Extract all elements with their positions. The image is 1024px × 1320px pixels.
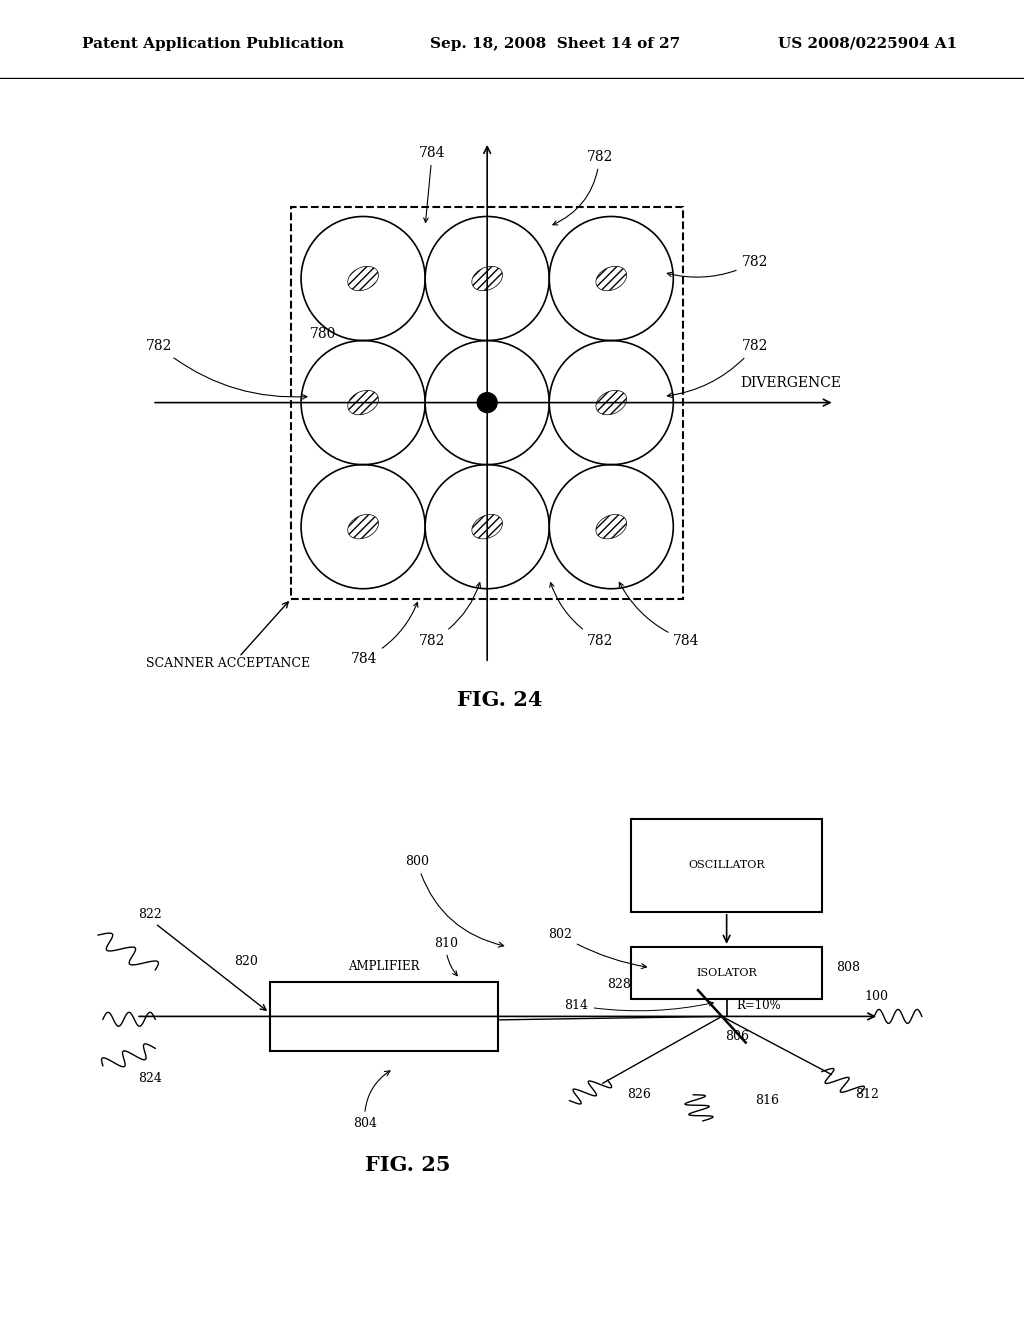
Text: 782: 782 (668, 339, 768, 397)
Text: 816: 816 (756, 1094, 779, 1107)
Text: SCANNER ACCEPTANCE: SCANNER ACCEPTANCE (146, 656, 310, 669)
Text: 810: 810 (434, 937, 458, 975)
Text: US 2008/0225904 A1: US 2008/0225904 A1 (778, 37, 957, 50)
Text: 824: 824 (138, 1072, 163, 1085)
Bar (269, 982, 498, 1051)
Text: 782: 782 (550, 582, 612, 648)
Bar (632, 946, 822, 999)
Text: OSCILLATOR: OSCILLATOR (688, 861, 765, 870)
Text: 784: 784 (620, 582, 699, 648)
Text: 814: 814 (564, 999, 714, 1012)
Text: 782: 782 (419, 582, 480, 648)
Text: DIVERGENCE: DIVERGENCE (739, 376, 841, 391)
Text: 804: 804 (352, 1071, 390, 1130)
Text: R=10%: R=10% (736, 999, 781, 1012)
Text: 784: 784 (350, 602, 418, 667)
Text: FIG. 25: FIG. 25 (365, 1155, 451, 1175)
Text: 806: 806 (725, 1031, 749, 1043)
Text: FIG. 24: FIG. 24 (457, 690, 543, 710)
Circle shape (477, 392, 497, 413)
Text: Sep. 18, 2008  Sheet 14 of 27: Sep. 18, 2008 Sheet 14 of 27 (430, 37, 680, 50)
Text: 812: 812 (855, 1088, 879, 1101)
Text: AMPLIFIER: AMPLIFIER (348, 960, 420, 973)
Text: 784: 784 (419, 147, 445, 222)
Text: 802: 802 (548, 928, 646, 969)
Text: 826: 826 (627, 1088, 650, 1101)
Text: 782: 782 (668, 255, 768, 277)
Text: ISOLATOR: ISOLATOR (696, 968, 757, 978)
Bar (291, 206, 683, 599)
Text: 808: 808 (837, 961, 860, 974)
Text: 822: 822 (138, 908, 163, 921)
Text: Patent Application Publication: Patent Application Publication (82, 37, 344, 50)
Text: 828: 828 (607, 978, 632, 991)
Text: 780: 780 (310, 327, 337, 342)
Text: 782: 782 (553, 149, 612, 224)
Text: 100: 100 (864, 990, 889, 1003)
Bar (632, 818, 822, 912)
Text: 800: 800 (406, 855, 504, 948)
Text: 820: 820 (233, 954, 258, 968)
Text: 782: 782 (146, 339, 307, 399)
